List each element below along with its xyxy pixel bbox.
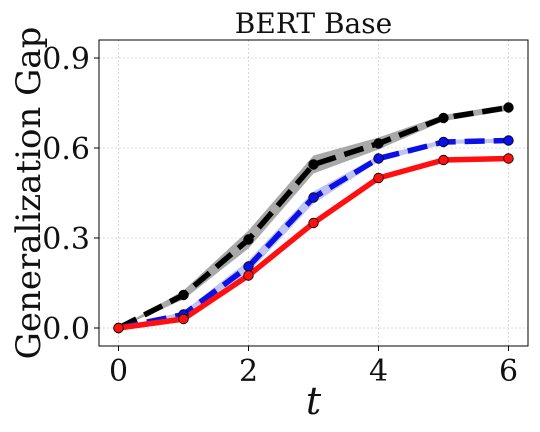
series-0-point — [178, 289, 189, 301]
series-2-point — [178, 313, 189, 325]
y-tick-label: 0.0 — [42, 312, 90, 347]
x-tick-label: 2 — [239, 354, 258, 389]
series-2-point — [308, 217, 319, 229]
x-tick-label: 4 — [369, 354, 388, 389]
series-1-point — [308, 192, 319, 203]
series-2-line — [118, 155, 509, 331]
series-1-point — [373, 153, 384, 164]
y-tick-label: 0.6 — [42, 132, 90, 167]
grid — [99, 40, 528, 346]
series-0-point — [503, 102, 514, 113]
series-0-point — [438, 112, 449, 124]
x-tick-label: 0 — [109, 354, 128, 389]
y-tick-label: 0.9 — [42, 42, 90, 77]
series-0-band — [118, 104, 509, 328]
series-0-point — [373, 138, 384, 149]
x-axis-label: t — [306, 379, 322, 423]
data-points — [113, 102, 514, 334]
series-2-point — [438, 154, 449, 166]
chart-title: BERT Base — [235, 7, 392, 40]
series-2-point — [373, 172, 384, 184]
plot-frame — [98, 39, 529, 347]
confidence-bands — [118, 104, 509, 328]
series-1-point — [243, 261, 254, 272]
series-2-point — [113, 322, 124, 334]
y-axis-ticks: 0.0 0.3 0.6 0.9 — [42, 42, 99, 347]
x-axis-ticks: 0 2 4 6 — [109, 346, 518, 389]
y-tick-label: 0.3 — [42, 222, 90, 257]
x-tick-label: 6 — [499, 354, 518, 389]
series-1-point — [503, 135, 514, 146]
series-1-point — [438, 136, 449, 148]
series-2-point — [243, 270, 254, 281]
series-2-band — [118, 157, 509, 328]
y-axis-label: Generalization Gap — [9, 27, 49, 360]
series-2-point — [503, 153, 514, 164]
series-0-point — [308, 159, 319, 170]
series-0-point — [243, 234, 254, 245]
